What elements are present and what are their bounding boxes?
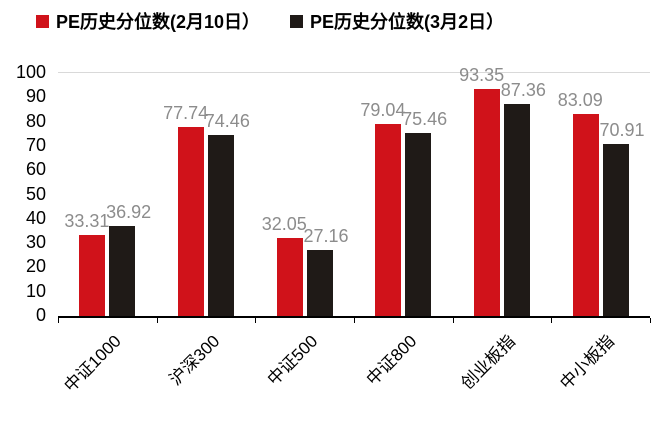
- x-category-label: 沪深300: [165, 331, 223, 390]
- value-label: 27.16: [303, 226, 349, 247]
- value-label: 83.09: [557, 90, 603, 111]
- x-category-label: 中证1000: [60, 331, 125, 396]
- bar-pair: 32.05 27.16: [262, 73, 349, 316]
- y-tick-label: 70: [25, 134, 46, 155]
- value-label: 87.36: [500, 79, 546, 100]
- bar-mar02: 36.92: [106, 203, 151, 316]
- legend-swatch-icon: [36, 14, 49, 28]
- legend-label: PE历史分位数(3月2日）: [310, 12, 505, 32]
- x-axis-tick: [650, 318, 651, 323]
- bar-mar02: 27.16: [303, 227, 349, 316]
- value-label: 75.46: [402, 108, 448, 129]
- bar-mar02: 70.91: [599, 121, 645, 316]
- y-tick-label: 40: [25, 207, 46, 228]
- x-category-label: 中证500: [264, 331, 322, 390]
- bar-mar02: 74.46: [205, 112, 250, 316]
- bar-pair: 33.31 36.92: [64, 73, 151, 316]
- y-axis: 0 10 20 30 40 50 60 70 80 90 100: [0, 63, 52, 324]
- y-tick-label: 60: [25, 159, 46, 180]
- value-label: 93.35: [459, 65, 505, 86]
- x-category-label: 创业板指: [457, 331, 520, 394]
- bar-group: 33.31 36.92 中证1000: [58, 73, 157, 395]
- legend-item-feb10: PE历史分位数(2月10日）: [36, 8, 260, 34]
- value-label: 70.91: [599, 119, 645, 140]
- bar-pair: 77.74 74.46: [163, 73, 250, 316]
- value-label: 36.92: [106, 202, 152, 223]
- x-category-label: 中小板指: [556, 331, 618, 394]
- y-tick-label: 50: [25, 183, 46, 204]
- legend-item-mar02: PE历史分位数(3月2日）: [290, 8, 504, 34]
- y-tick-label: 80: [25, 110, 46, 131]
- bar-mar02: 75.46: [402, 110, 447, 316]
- value-label: 74.46: [204, 111, 250, 132]
- bar-mar02: 87.36: [501, 81, 546, 316]
- y-tick-label: 10: [25, 280, 46, 301]
- value-label: 79.04: [360, 99, 406, 120]
- x-axis-tick: [452, 318, 454, 323]
- bar-group: 79.04 75.46 中证800: [354, 73, 453, 389]
- y-tick-label: 0: [35, 305, 46, 325]
- x-axis-tick: [255, 318, 257, 323]
- bar-feb10: 79.04: [360, 101, 405, 316]
- y-tick-label: 20: [25, 256, 46, 277]
- y-tick-label: 90: [25, 86, 46, 107]
- bar-pair: 93.35 87.36: [459, 66, 546, 316]
- y-tick-label: 100: [15, 62, 46, 82]
- bar-pair: 83.09 70.91: [558, 73, 645, 316]
- legend: PE历史分位数(2月10日） PE历史分位数(3月2日）: [36, 8, 504, 34]
- bar-group: 77.74 74.46 沪深300: [157, 73, 256, 389]
- bar-pair: 79.04 75.46: [360, 73, 447, 316]
- bar-group: 83.09 70.91 中小板指: [551, 73, 650, 393]
- value-label: 77.74: [163, 103, 209, 124]
- bar-feb10: 77.74: [163, 104, 208, 316]
- bar-feb10: 83.09: [558, 91, 603, 316]
- x-axis-tick: [156, 318, 158, 323]
- value-label: 32.05: [261, 214, 307, 235]
- bar-feb10: 93.35: [459, 66, 504, 316]
- bar-feb10: 32.05: [262, 215, 307, 316]
- legend-label: PE历史分位数(2月10日）: [56, 12, 261, 32]
- bar-group: 93.35 87.36 创业板指: [453, 66, 552, 393]
- x-axis-tick: [58, 318, 59, 323]
- plot-area: 33.31 36.92 中证1000 77.74 74.46 沪深300 32.05 27.1…: [58, 66, 651, 396]
- x-category-label: 中证800: [362, 331, 421, 390]
- x-axis-tick: [354, 318, 355, 323]
- y-tick-label: 30: [25, 232, 46, 253]
- value-label: 33.31: [64, 211, 110, 232]
- bar-feb10: 33.31: [64, 212, 109, 316]
- bar-group: 32.05 27.16 中证500: [255, 73, 354, 389]
- x-axis-tick: [551, 318, 553, 323]
- legend-swatch-icon: [290, 14, 304, 28]
